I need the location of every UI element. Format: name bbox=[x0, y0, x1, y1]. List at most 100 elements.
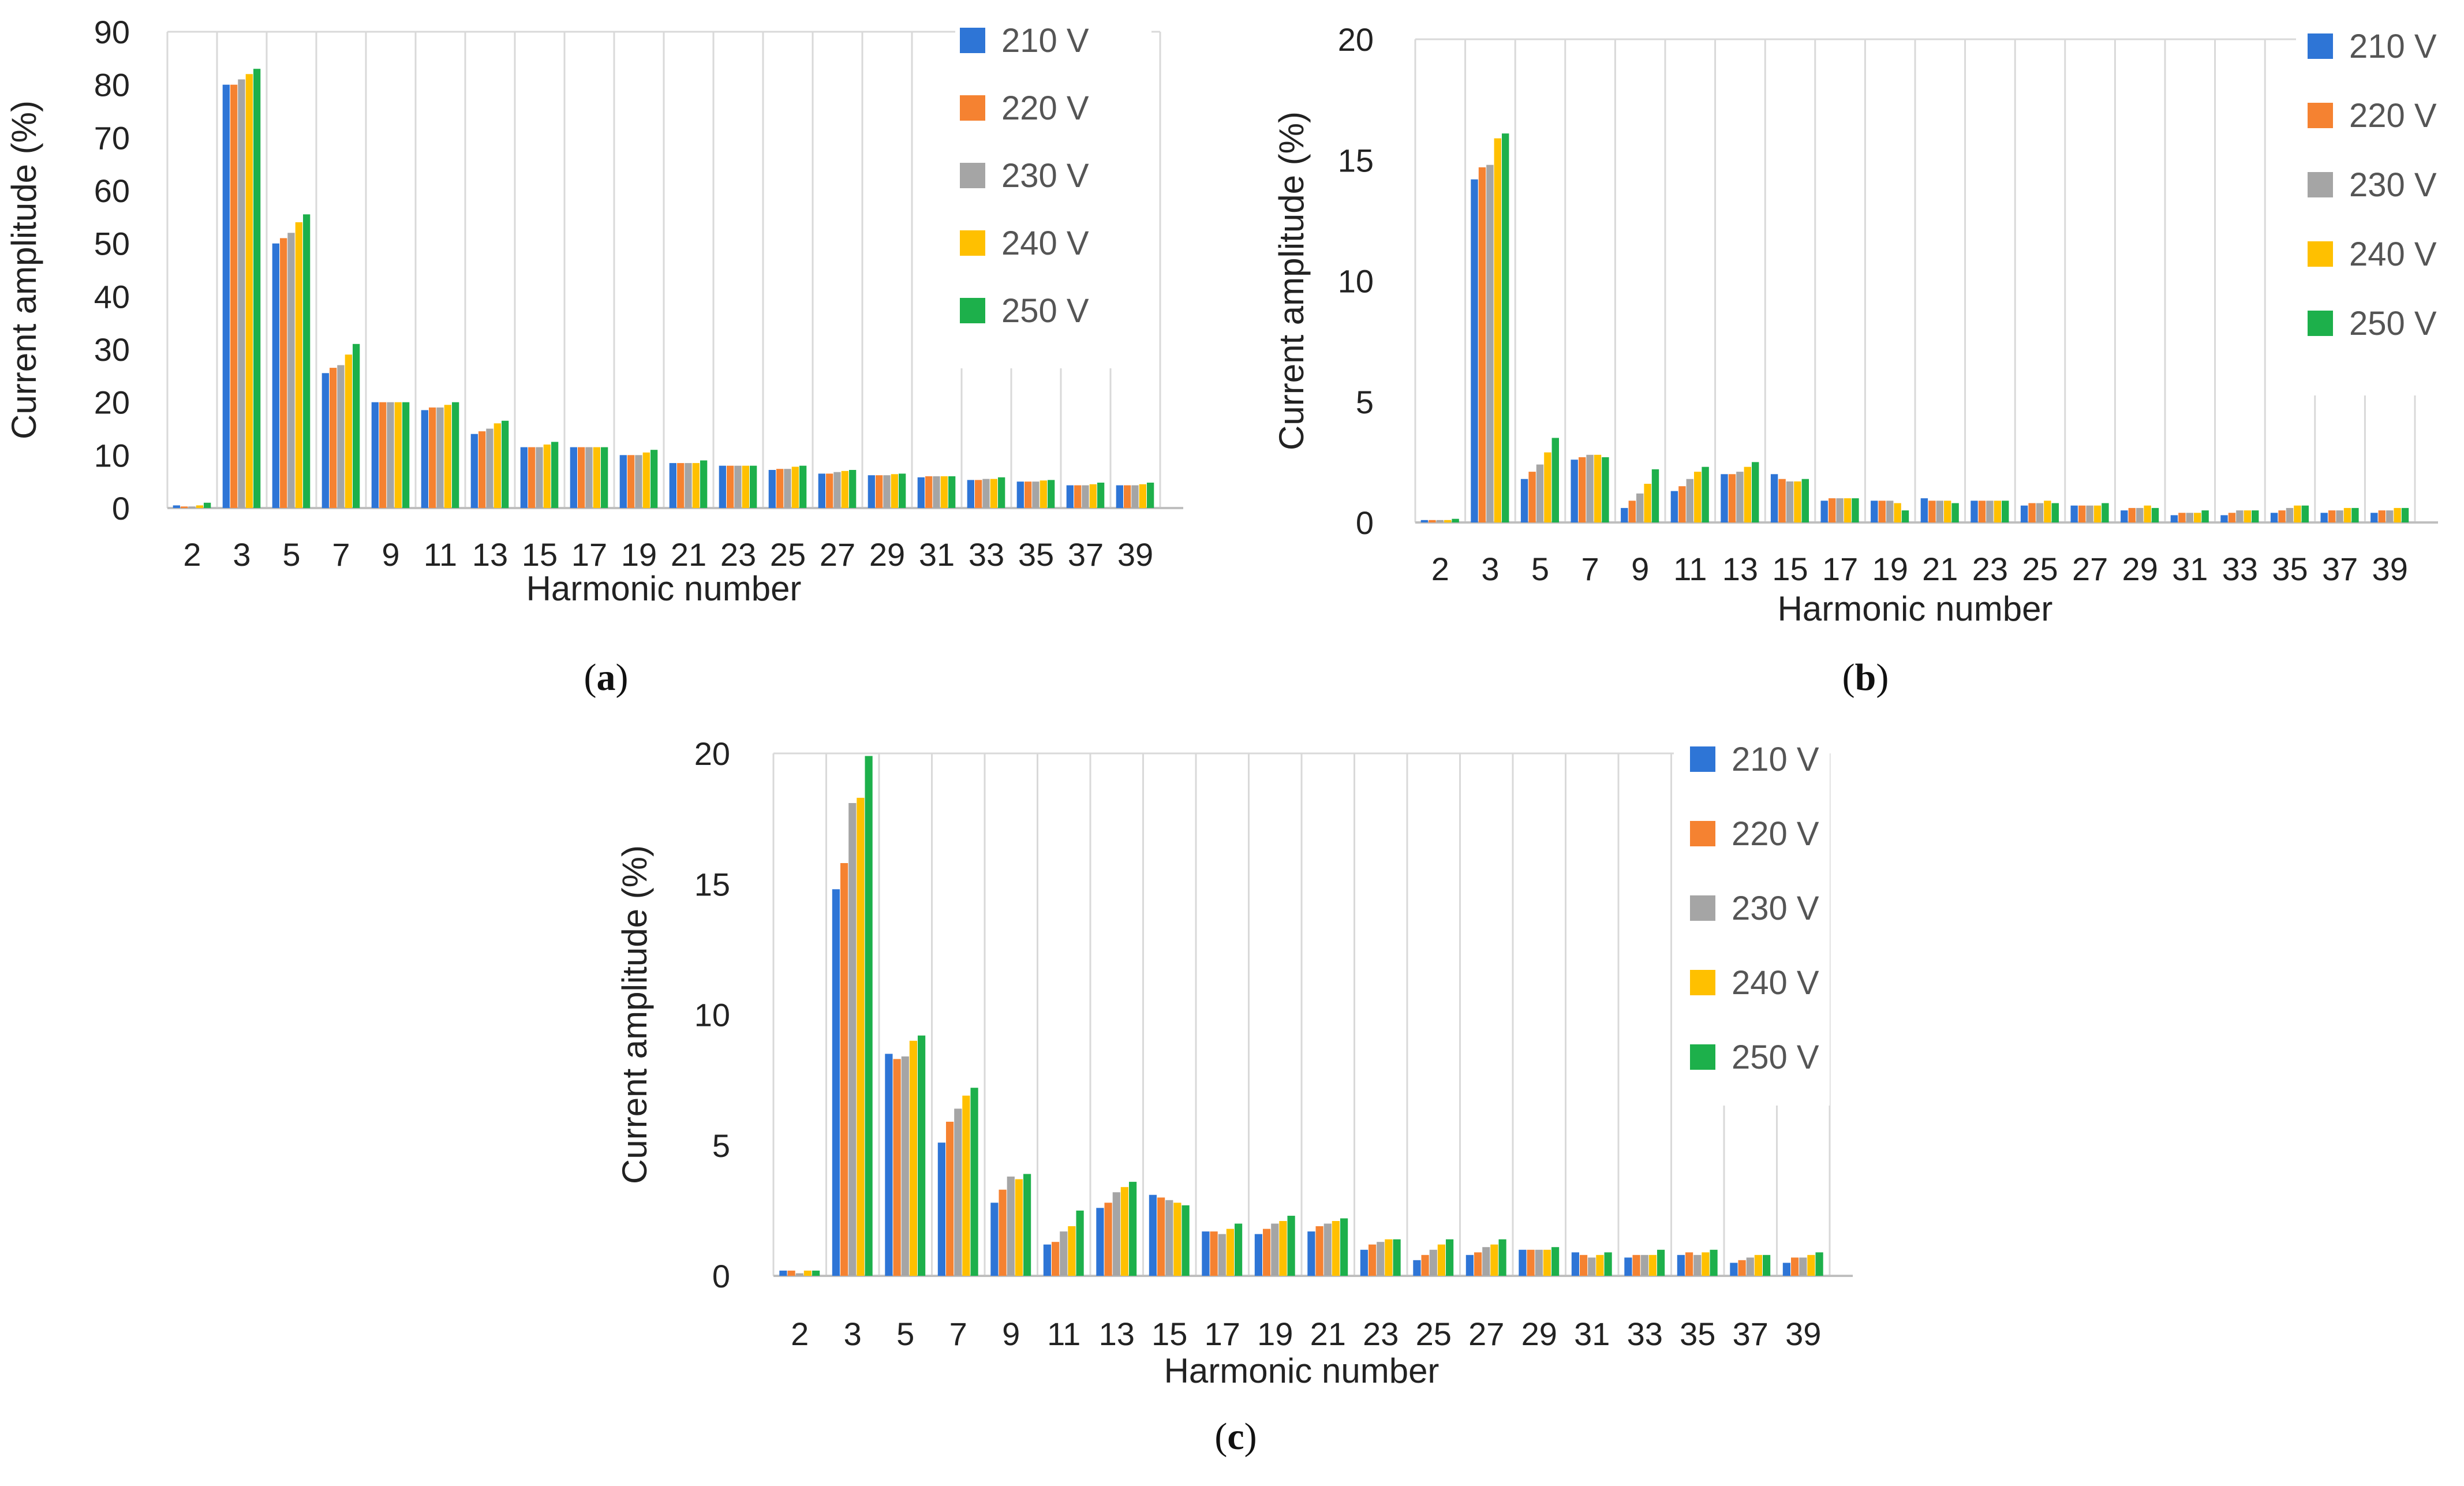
x-tick-label: 3 bbox=[844, 1316, 862, 1352]
bar-a-230V-h25 bbox=[784, 469, 791, 508]
bar-c-240V-h11 bbox=[1068, 1226, 1076, 1276]
bar-a-210V-h39 bbox=[1116, 485, 1123, 508]
bar-b-240V-h39 bbox=[2394, 507, 2401, 522]
bar-c-220V-h17 bbox=[1210, 1231, 1218, 1276]
bar-b-250V-h15 bbox=[1801, 479, 1809, 522]
y-tick-label: 30 bbox=[94, 331, 130, 368]
y-tick-label: 80 bbox=[94, 67, 130, 103]
bar-a-240V-h23 bbox=[742, 465, 749, 508]
legend-label: 220 V bbox=[2349, 97, 2437, 135]
bar-c-240V-h23 bbox=[1385, 1239, 1393, 1276]
bar-a-210V-h15 bbox=[520, 447, 528, 508]
bar-a-250V-h39 bbox=[1147, 483, 1154, 508]
bar-b-210V-h33 bbox=[2220, 515, 2228, 522]
legend-label: 230 V bbox=[2349, 166, 2437, 204]
x-tick-label: 13 bbox=[1722, 551, 1758, 587]
bar-b-220V-h29 bbox=[2128, 507, 2136, 522]
bar-b-240V-h25 bbox=[2044, 501, 2051, 522]
x-tick-label: 27 bbox=[820, 536, 855, 573]
bar-c-210V-h35 bbox=[1677, 1254, 1685, 1276]
bar-a-240V-h25 bbox=[791, 466, 799, 508]
bar-a-250V-h11 bbox=[452, 402, 459, 508]
y-tick-label: 15 bbox=[1338, 142, 1374, 178]
bar-a-230V-h13 bbox=[486, 428, 493, 508]
y-axis-label: Current amplitude (%) bbox=[1272, 111, 1311, 450]
panel-label-letter: a bbox=[597, 656, 616, 699]
x-tick-label: 33 bbox=[969, 536, 1004, 573]
bar-b-230V-h25 bbox=[2036, 503, 2044, 522]
bar-a-240V-h21 bbox=[692, 463, 700, 508]
bar-b-220V-h2 bbox=[1429, 520, 1436, 522]
x-tick-label: 17 bbox=[571, 536, 607, 573]
y-tick-label: 90 bbox=[94, 14, 130, 50]
bar-c-240V-h13 bbox=[1120, 1187, 1128, 1276]
bar-c-250V-h3 bbox=[865, 756, 873, 1276]
bar-b-220V-h23 bbox=[1978, 501, 1986, 522]
bar-a-240V-h37 bbox=[1089, 484, 1097, 509]
bar-b-220V-h5 bbox=[1528, 472, 1536, 522]
bar-a-210V-h7 bbox=[321, 373, 329, 509]
bar-c-210V-h11 bbox=[1043, 1244, 1051, 1276]
bar-b-230V-h7 bbox=[1586, 454, 1594, 522]
x-tick-label: 21 bbox=[671, 536, 706, 573]
bar-b-210V-h25 bbox=[2020, 505, 2028, 522]
bar-a-250V-h29 bbox=[899, 473, 906, 508]
bar-a-240V-h17 bbox=[593, 447, 600, 508]
bar-b-220V-h13 bbox=[1728, 474, 1736, 522]
bar-c-220V-h33 bbox=[1632, 1254, 1640, 1276]
bar-a-240V-h13 bbox=[493, 423, 501, 508]
bar-b-250V-h21 bbox=[1951, 503, 1959, 522]
bar-c-240V-h19 bbox=[1279, 1221, 1287, 1276]
bar-b-210V-h2 bbox=[1420, 520, 1429, 522]
legend-swatch bbox=[1690, 970, 1715, 995]
bar-b-230V-h35 bbox=[2286, 507, 2294, 522]
x-tick-label: 23 bbox=[1363, 1316, 1399, 1352]
bar-c-220V-h13 bbox=[1104, 1203, 1112, 1276]
legend-swatch bbox=[2308, 241, 2333, 267]
x-tick-label: 25 bbox=[1416, 1316, 1452, 1352]
bar-c-220V-h25 bbox=[1421, 1254, 1429, 1276]
bar-c-230V-h31 bbox=[1588, 1257, 1596, 1276]
y-tick-label: 60 bbox=[94, 173, 130, 209]
y-tick-label: 5 bbox=[1356, 384, 1374, 420]
bar-c-230V-h3 bbox=[848, 803, 857, 1276]
bar-c-230V-h27 bbox=[1482, 1247, 1490, 1276]
bar-a-230V-h15 bbox=[536, 447, 543, 508]
bar-a-220V-h39 bbox=[1124, 485, 1131, 508]
bar-c-230V-h23 bbox=[1377, 1242, 1385, 1276]
bar-b-250V-h2 bbox=[1452, 518, 1459, 522]
y-axis-label: Current amplitude (%) bbox=[615, 845, 654, 1184]
bar-c-210V-h31 bbox=[1571, 1252, 1579, 1276]
bar-c-240V-h31 bbox=[1596, 1254, 1604, 1276]
bar-b-210V-h35 bbox=[2270, 513, 2278, 522]
bar-b-250V-h11 bbox=[1702, 466, 1709, 522]
x-tick-label: 35 bbox=[2272, 551, 2308, 587]
bar-a-240V-h39 bbox=[1139, 484, 1146, 509]
x-tick-label: 27 bbox=[2072, 551, 2108, 587]
legend-label: 250 V bbox=[2349, 305, 2437, 342]
x-tick-label: 37 bbox=[1068, 536, 1104, 573]
bar-c-230V-h2 bbox=[795, 1273, 803, 1276]
bar-b-210V-h27 bbox=[2070, 505, 2078, 522]
x-tick-label: 5 bbox=[896, 1316, 914, 1352]
bar-a-210V-h11 bbox=[421, 410, 428, 508]
x-tick-label: 5 bbox=[282, 536, 300, 573]
bar-a-250V-h5 bbox=[303, 214, 311, 509]
bar-a-240V-h11 bbox=[444, 405, 451, 509]
bar-c-250V-h2 bbox=[812, 1270, 820, 1276]
x-tick-label: 9 bbox=[1631, 551, 1649, 587]
bar-b-250V-h27 bbox=[2102, 503, 2109, 522]
bar-a-250V-h33 bbox=[998, 477, 1005, 508]
bar-a-230V-h5 bbox=[287, 233, 295, 508]
x-tick-label: 15 bbox=[522, 536, 558, 573]
x-tick-label: 31 bbox=[2172, 551, 2208, 587]
x-tick-label: 21 bbox=[1922, 551, 1958, 587]
bar-c-240V-h17 bbox=[1226, 1229, 1234, 1276]
bar-c-210V-h13 bbox=[1096, 1208, 1104, 1276]
y-tick-label: 0 bbox=[1356, 505, 1374, 541]
bar-a-220V-h23 bbox=[727, 465, 734, 508]
bar-b-210V-h23 bbox=[1971, 501, 1978, 522]
bar-a-240V-h35 bbox=[1040, 480, 1047, 508]
x-tick-label: 9 bbox=[382, 536, 399, 573]
